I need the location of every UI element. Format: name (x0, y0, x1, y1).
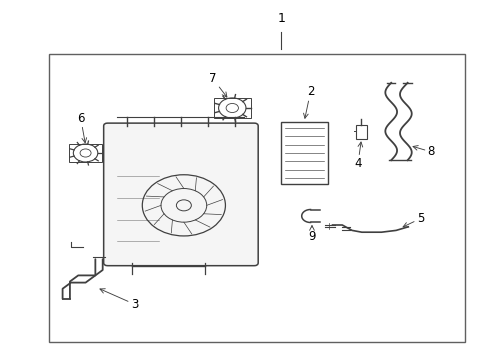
Text: 9: 9 (307, 226, 315, 243)
Bar (213, 98, 250, 118)
Text: 1: 1 (277, 12, 285, 25)
Text: 4: 4 (353, 142, 362, 170)
Bar (69, 144, 102, 162)
Text: 7: 7 (208, 72, 226, 97)
Text: 5: 5 (402, 212, 424, 227)
Bar (49, 54, 464, 342)
Bar (281, 122, 327, 184)
Text: 6: 6 (77, 112, 86, 143)
FancyBboxPatch shape (103, 123, 258, 266)
Text: 2: 2 (303, 85, 314, 118)
Text: 3: 3 (100, 289, 138, 311)
Text: 8: 8 (412, 145, 434, 158)
Bar (355, 125, 366, 139)
